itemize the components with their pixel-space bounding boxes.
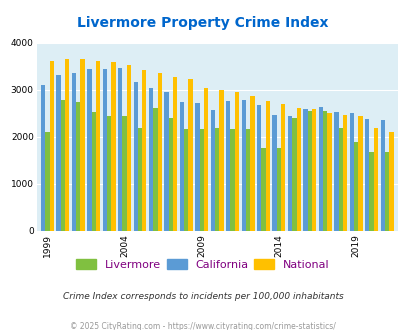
Bar [388, 132, 392, 231]
Bar [265, 101, 269, 231]
Bar [188, 79, 192, 231]
Bar [91, 112, 96, 231]
Bar [41, 85, 45, 231]
Bar [111, 62, 115, 231]
Bar [349, 113, 353, 231]
Bar [318, 107, 322, 231]
Bar [358, 116, 362, 231]
Bar [379, 120, 384, 231]
Bar [157, 74, 162, 231]
Bar [230, 129, 234, 231]
Bar [342, 115, 346, 231]
Bar [307, 111, 311, 231]
Text: Crime Index corresponds to incidents per 100,000 inhabitants: Crime Index corresponds to incidents per… [62, 292, 343, 301]
Bar [234, 92, 239, 231]
Bar [327, 113, 331, 231]
Bar [149, 87, 153, 231]
Bar [272, 115, 276, 231]
Text: © 2025 CityRating.com - https://www.cityrating.com/crime-statistics/: © 2025 CityRating.com - https://www.city… [70, 322, 335, 330]
Bar [280, 104, 285, 231]
Bar [333, 113, 338, 231]
Bar [369, 152, 373, 231]
Bar [87, 69, 91, 231]
Bar [226, 101, 230, 231]
Bar [80, 59, 85, 231]
Bar [249, 96, 254, 231]
Bar [153, 108, 157, 231]
Bar [122, 116, 126, 231]
Bar [296, 108, 300, 231]
Bar [245, 129, 249, 231]
Bar [184, 129, 188, 231]
Bar [118, 68, 122, 231]
Bar [199, 129, 203, 231]
Bar [168, 118, 173, 231]
Bar [210, 110, 215, 231]
Bar [215, 128, 219, 231]
Bar [49, 61, 54, 231]
Bar [142, 70, 146, 231]
Bar [287, 116, 292, 231]
Bar [276, 148, 280, 231]
Bar [292, 118, 296, 231]
Bar [261, 148, 265, 231]
Bar [373, 128, 377, 231]
Bar [303, 109, 307, 231]
Bar [96, 61, 100, 231]
Bar [203, 87, 208, 231]
Bar [173, 77, 177, 231]
Bar [256, 105, 261, 231]
Text: Livermore Property Crime Index: Livermore Property Crime Index [77, 16, 328, 30]
Bar [311, 109, 315, 231]
Bar [102, 69, 107, 231]
Bar [179, 102, 184, 231]
Bar [364, 118, 369, 231]
Bar [65, 59, 69, 231]
Bar [60, 100, 65, 231]
Bar [107, 116, 111, 231]
Bar [338, 128, 342, 231]
Bar [353, 142, 358, 231]
Bar [76, 102, 80, 231]
Bar [56, 75, 60, 231]
Bar [45, 132, 49, 231]
Bar [195, 103, 199, 231]
Bar [384, 151, 388, 231]
Bar [138, 128, 142, 231]
Bar [133, 82, 138, 231]
Bar [322, 111, 327, 231]
Bar [219, 90, 223, 231]
Bar [241, 100, 245, 231]
Legend: Livermore, California, National: Livermore, California, National [72, 255, 333, 274]
Bar [126, 65, 131, 231]
Bar [72, 73, 76, 231]
Bar [164, 92, 168, 231]
